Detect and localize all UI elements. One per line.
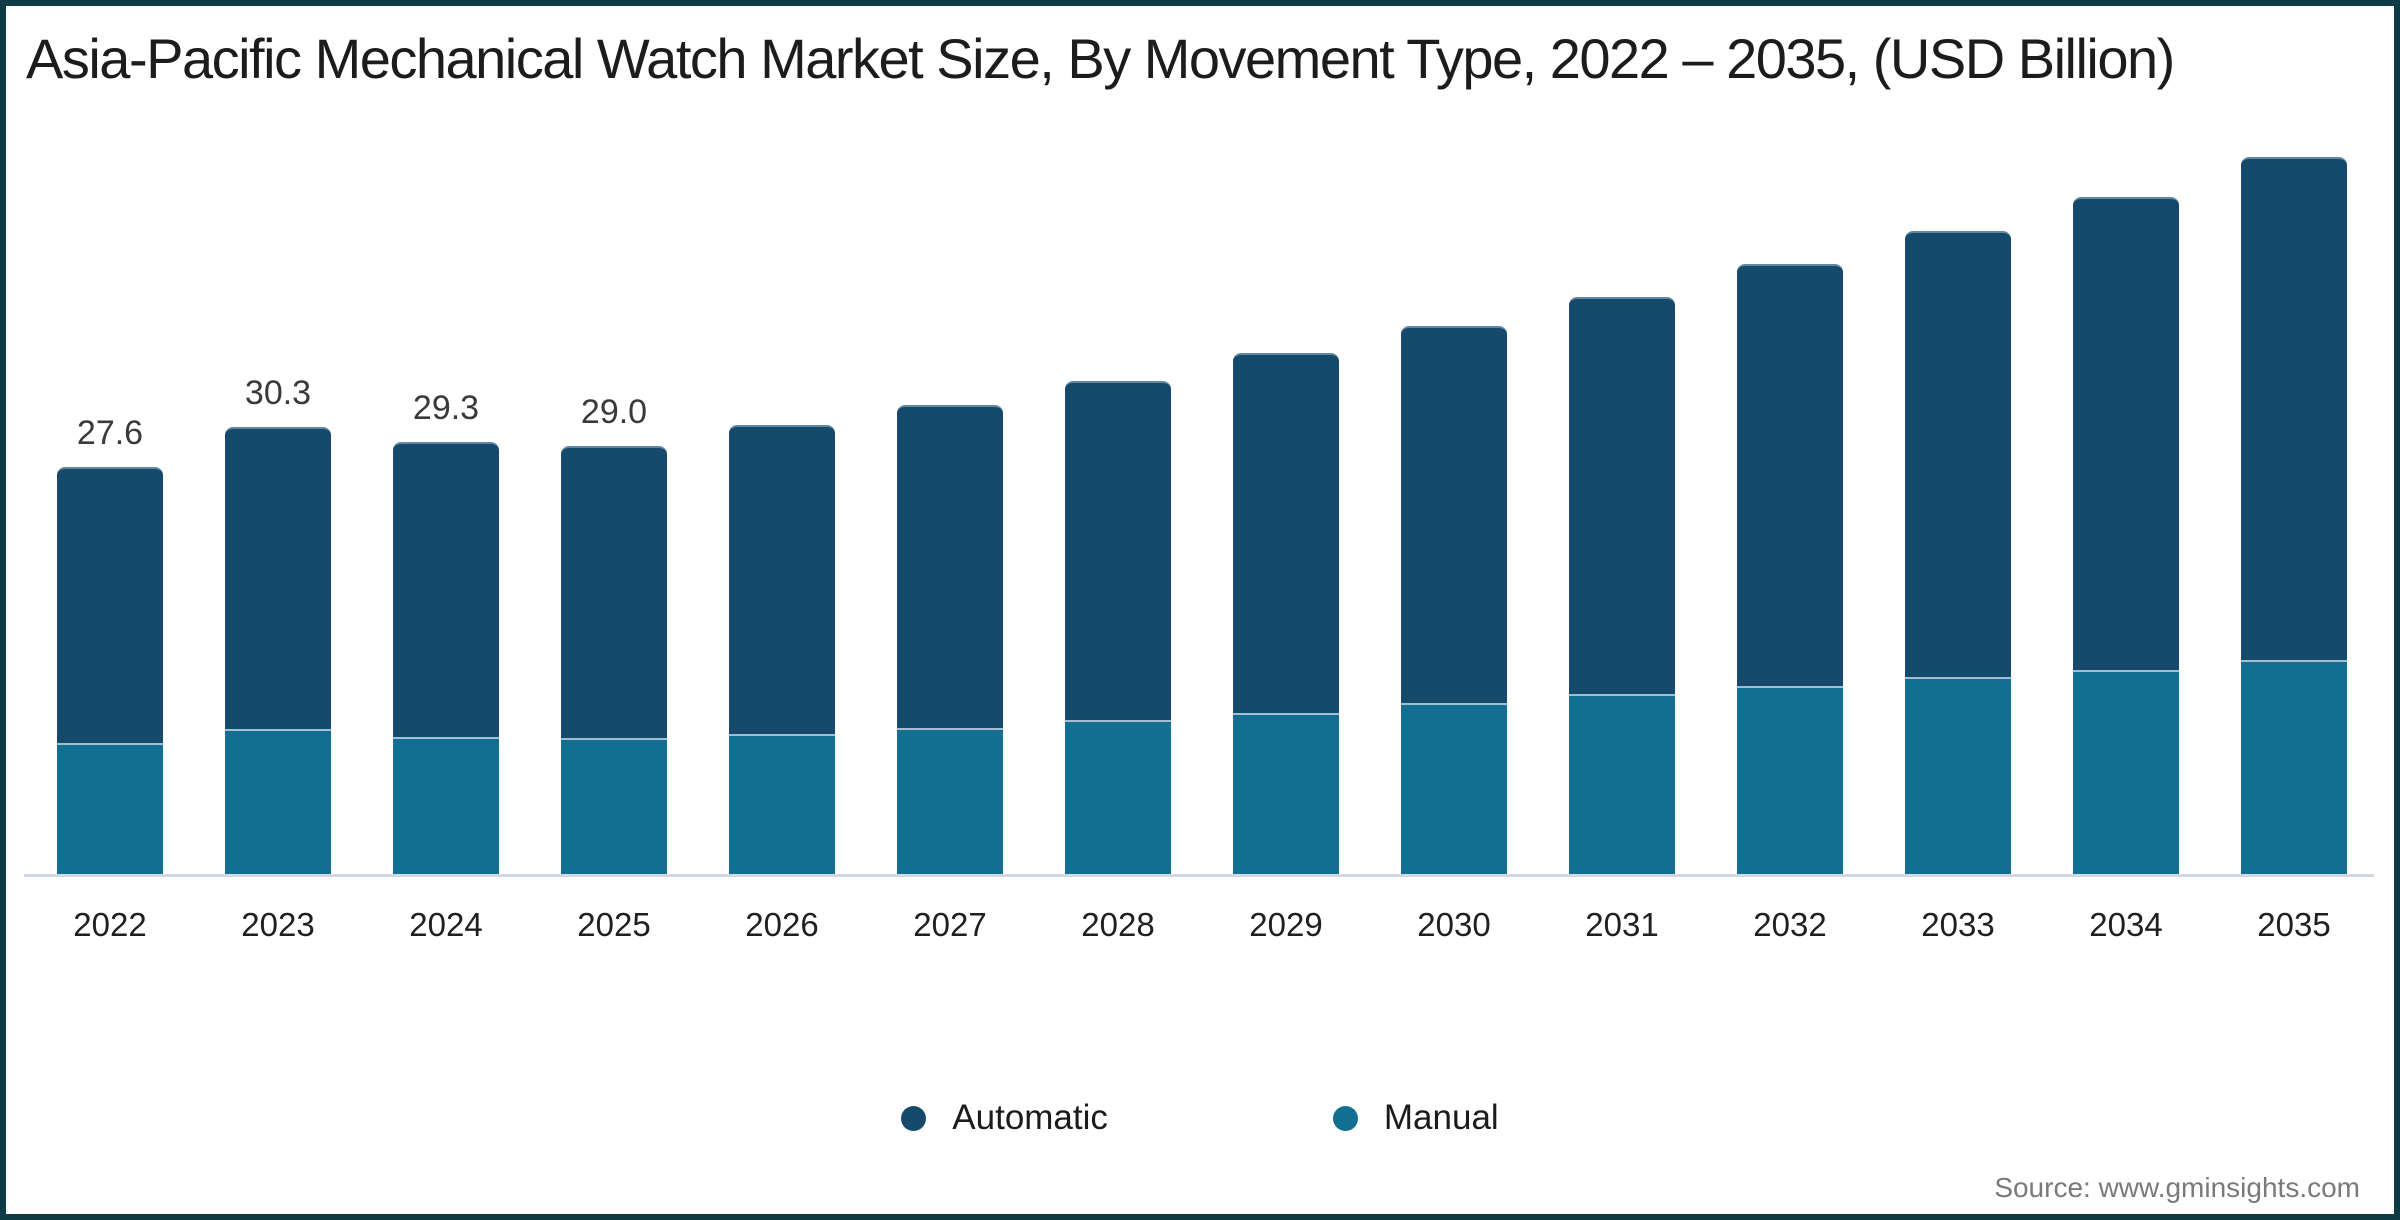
bar-segment-manual [2073,670,2179,876]
bar-segment-manual [897,728,1003,876]
bar-segment-automatic [1065,381,1171,720]
bar-segment-automatic [561,446,667,738]
bar-2033 [1905,231,2011,876]
x-tick-label: 2027 [913,906,987,943]
bar-segment-manual [1569,694,1675,876]
legend-item-manual: Manual [1332,1098,1499,1138]
bar-segment-manual [1737,686,1843,876]
legend-item-automatic: Automatic [901,1098,1108,1138]
legend-label-automatic: Automatic [952,1098,1108,1137]
x-tick-label: 2031 [1585,906,1659,943]
legend-dot-automatic-icon [901,1105,927,1131]
bar-value-label: 29.0 [580,393,648,431]
bar-segment-manual [561,738,667,876]
bar-segment-automatic [1569,297,1675,694]
bar-2035 [2241,157,2347,876]
x-tick-label: 2026 [745,906,819,943]
bar-2032 [1737,264,1843,876]
chart-title: Asia-Pacific Mechanical Watch Market Siz… [26,27,2175,90]
bar-2022 [57,467,163,876]
bar-segment-automatic [897,405,1003,728]
bar-2026 [729,425,835,876]
bar-2023 [225,427,331,876]
bar-segment-automatic [393,442,499,737]
x-tick-label: 2023 [241,906,315,943]
bar-value-label: 27.6 [76,414,144,452]
bar-2030 [1401,326,1507,876]
bar-segment-automatic [729,425,835,734]
bar-segment-automatic [2241,157,2347,660]
source-note: Source: www.gminsights.com [1994,1172,2360,1203]
x-axis-line [24,874,2374,877]
x-tick-label: 2034 [2089,906,2163,943]
x-tick-label: 2025 [577,906,651,943]
x-tick-label: 2022 [73,906,147,943]
bar-2025 [561,446,667,876]
x-tick-label: 2024 [409,906,483,943]
bar-2034 [2073,197,2179,876]
x-tick-label: 2030 [1417,906,1491,943]
bar-segment-manual [729,734,835,876]
bar-segment-automatic [1233,353,1339,713]
bar-segment-automatic [57,467,163,743]
bar-segment-manual [2241,660,2347,876]
bar-segment-manual [393,737,499,876]
x-tick-label: 2033 [1921,906,1995,943]
legend: Automatic Manual [0,1098,2400,1138]
x-tick-label: 2028 [1081,906,1155,943]
bar-segment-automatic [2073,197,2179,670]
bar-2031 [1569,297,1675,876]
bar-segment-automatic [1401,326,1507,703]
bar-value-label: 29.3 [412,389,480,427]
bar-value-label: 30.3 [244,374,312,412]
bar-segment-manual [1233,713,1339,876]
bar-segment-manual [225,729,331,876]
bar-2029 [1233,353,1339,876]
bar-segment-manual [57,743,163,876]
bar-segment-manual [1065,720,1171,876]
x-tick-label: 2035 [2257,906,2331,943]
bar-2027 [897,405,1003,876]
bar-2024 [393,442,499,876]
bar-segment-manual [1905,677,2011,876]
bar-2028 [1065,381,1171,876]
bar-segment-automatic [225,427,331,729]
bar-segment-automatic [1905,231,2011,677]
bar-segment-manual [1401,703,1507,876]
x-tick-label: 2029 [1249,906,1323,943]
x-tick-label: 2032 [1753,906,1827,943]
legend-dot-manual-icon [1332,1105,1358,1131]
bar-segment-automatic [1737,264,1843,686]
legend-label-manual: Manual [1383,1098,1499,1137]
